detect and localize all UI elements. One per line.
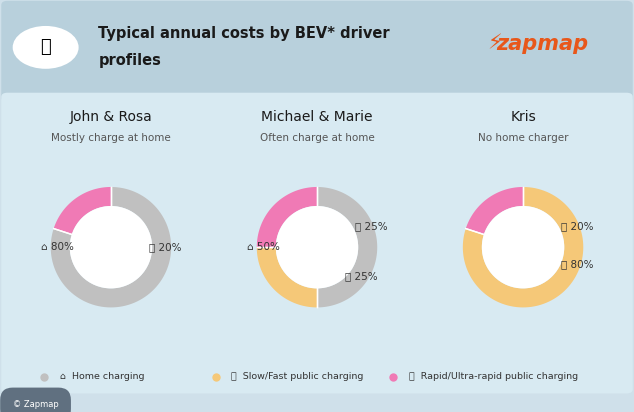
Ellipse shape [70, 206, 152, 288]
Polygon shape [317, 187, 377, 307]
Polygon shape [257, 187, 317, 247]
Circle shape [13, 26, 79, 69]
Ellipse shape [482, 206, 564, 288]
Text: No home charger: No home charger [478, 133, 568, 143]
Text: ⌂  Home charging: ⌂ Home charging [60, 372, 145, 382]
Text: Often charge at home: Often charge at home [260, 133, 374, 143]
Text: ⌂ 50%: ⌂ 50% [247, 242, 280, 252]
Text: Mostly charge at home: Mostly charge at home [51, 133, 171, 143]
Polygon shape [51, 187, 171, 307]
Polygon shape [463, 187, 583, 307]
Text: Typical annual costs by BEV* driver: Typical annual costs by BEV* driver [98, 26, 390, 41]
Text: 🔋 25%: 🔋 25% [354, 222, 387, 232]
Text: 🔋 20%: 🔋 20% [560, 222, 593, 232]
Ellipse shape [276, 206, 358, 288]
Text: Kris: Kris [510, 110, 536, 124]
Text: ⚡: ⚡ [487, 33, 502, 53]
Text: © Zapmap: © Zapmap [13, 400, 58, 409]
Polygon shape [466, 187, 523, 234]
Text: Michael & Marie: Michael & Marie [261, 110, 373, 124]
Polygon shape [54, 187, 111, 234]
Text: 🔋 25%: 🔋 25% [345, 271, 378, 281]
Text: 🔋  Rapid/Ultra-rapid public charging: 🔋 Rapid/Ultra-rapid public charging [409, 372, 578, 382]
Text: zapmap: zapmap [496, 35, 588, 54]
FancyBboxPatch shape [1, 93, 633, 393]
Text: ⛽: ⛽ [41, 38, 51, 56]
Text: 🔋 20%: 🔋 20% [148, 242, 181, 252]
Text: profiles: profiles [98, 54, 161, 68]
Text: 🔋 80%: 🔋 80% [560, 259, 593, 269]
Polygon shape [257, 247, 317, 307]
Text: 🔋  Slow/Fast public charging: 🔋 Slow/Fast public charging [231, 372, 364, 382]
Text: ⌂ 80%: ⌂ 80% [41, 242, 74, 252]
Text: John & Rosa: John & Rosa [70, 110, 152, 124]
FancyBboxPatch shape [1, 1, 633, 102]
